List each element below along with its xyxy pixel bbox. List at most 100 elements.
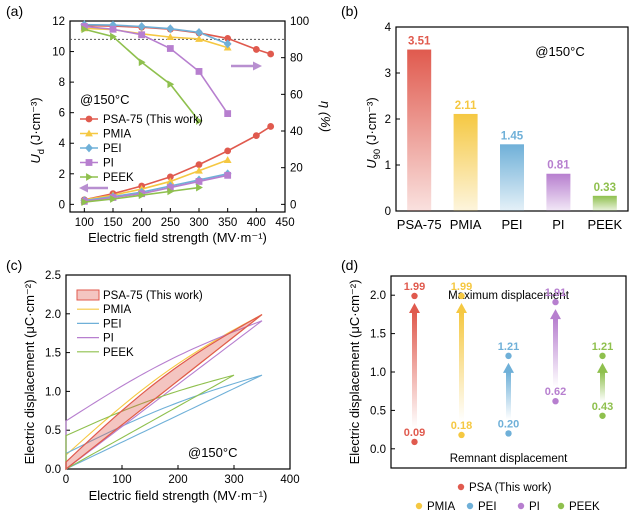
y-tick-label: 2.0 [370, 290, 386, 302]
ud-point [138, 191, 146, 200]
eta-point [224, 110, 232, 117]
y2-tick-label: 20 [290, 163, 303, 175]
y2-tick-label: 60 [290, 89, 303, 101]
y-axis-label: Ud (J·cm⁻³) [28, 97, 46, 163]
max-value-label: 1.21 [498, 341, 519, 353]
x-axis-label: Electric field strength (MV·m⁻¹) [89, 488, 268, 503]
x-tick-label: 300 [224, 474, 243, 486]
bar-pmia [453, 113, 478, 211]
remnant-value-label: 0.09 [404, 427, 425, 439]
eta-point [195, 68, 203, 75]
eta-line [84, 23, 228, 45]
arrow-shaft [412, 311, 417, 428]
y-tick-label: 2.5 [45, 270, 61, 282]
x-tick-label: 300 [189, 217, 208, 229]
remnant-point [411, 438, 418, 446]
max-point [552, 298, 559, 306]
bottom-label: Remnant displacement [450, 453, 568, 465]
remnant-value-label: 0.43 [592, 401, 613, 413]
max-value-label: 1.91 [545, 287, 566, 299]
y-axis-label-main: U [364, 159, 379, 169]
x-tick-label: 0 [63, 474, 69, 486]
eta-point [109, 25, 117, 33]
max-point [599, 352, 606, 360]
eta-point [138, 58, 146, 67]
bar-value-label: 3.51 [408, 36, 431, 48]
eta-line [84, 27, 228, 49]
ud-point [252, 132, 260, 140]
max-point [505, 352, 512, 360]
x-tick-label: 150 [103, 217, 122, 229]
max-point [411, 292, 418, 300]
x-tick-label: 450 [275, 217, 294, 229]
y-tick-label: 0.0 [45, 464, 61, 476]
legend-label: PMIA [427, 501, 455, 513]
eta-point [195, 27, 203, 37]
y2-tick-label: 0 [290, 199, 296, 211]
bar-psa-75 [407, 49, 432, 211]
arrow-head [456, 302, 467, 313]
y-axis-label: Electric displacement (μC·cm⁻²) [347, 280, 362, 465]
x-category-label: PEEK [587, 217, 622, 232]
y-axis-label-main: U [28, 154, 43, 164]
y-tick-label: 0 [59, 199, 65, 211]
eta-point [195, 35, 203, 42]
y-tick-label: 0.5 [45, 425, 61, 437]
y-axis-label: Electric displacement (μC·cm⁻²) [22, 280, 37, 465]
ud-point [196, 183, 203, 192]
annotation-temp: @150°C [188, 445, 237, 460]
ud-arrow-head [79, 183, 88, 193]
y-axis-label-sub: 90 [372, 149, 382, 159]
arrow-shaft [553, 318, 558, 388]
y-axis-label-rest: (J·cm⁻³) [364, 97, 379, 149]
remnant-point [552, 397, 559, 405]
x-category-label: PEI [502, 217, 523, 232]
arrow-head [597, 362, 608, 373]
arrow-head [409, 302, 420, 313]
ud-line [84, 159, 228, 201]
legend-label: PEEK [569, 501, 600, 513]
y2-axis-label: η (%) [318, 101, 333, 132]
eta-point [166, 24, 175, 34]
eta-line [84, 25, 229, 115]
legend-label: PI [103, 158, 114, 170]
y-axis-label-sub: d [36, 149, 46, 154]
legend-label: PMIA [103, 304, 131, 316]
legend-label: PMIA [103, 129, 131, 141]
legend-marker [466, 502, 474, 510]
panel-label-a: (a) [6, 3, 23, 19]
panel-a-frame [69, 20, 286, 213]
eta-point [196, 117, 203, 125]
eta-point [80, 23, 88, 30]
ud-point [166, 173, 174, 181]
loop-peek [65, 374, 235, 470]
remnant-point [599, 412, 606, 419]
x-tick-label: 400 [247, 217, 266, 229]
remnant-point [505, 430, 512, 437]
legend-label: PSA-75 (This work) [103, 290, 203, 302]
y-tick-label: 1.5 [370, 329, 386, 341]
eta-point [166, 45, 174, 52]
eta-point [81, 25, 89, 34]
remnant-value-label: 0.18 [451, 420, 472, 432]
bar-pi [546, 173, 571, 211]
y-tick-label: 6 [59, 108, 65, 120]
legend-marker [86, 173, 93, 181]
eta-point [224, 35, 232, 42]
y-tick-label: 1 [385, 160, 391, 172]
ud-point [166, 184, 174, 191]
panel-d: (d) 0.0 0.5 1.0 1.5 2.0 Electric displacement … [341, 257, 627, 513]
x-tick-label: 200 [132, 217, 151, 229]
max-value-label: 1.99 [404, 281, 425, 293]
y-tick-label: 1.0 [370, 367, 386, 379]
y-tick-label: 4 [59, 138, 66, 150]
bar-peek [592, 195, 617, 211]
x-tick-label: 200 [168, 474, 187, 486]
ud-point [223, 156, 232, 163]
y-axis-label: U90 (J·cm⁻³) [364, 97, 382, 168]
bar-value-label: 0.81 [547, 160, 570, 172]
panel-label-d: (d) [341, 257, 358, 273]
bar-pei [500, 144, 524, 211]
legend-label: PSA (This work) [469, 482, 552, 494]
